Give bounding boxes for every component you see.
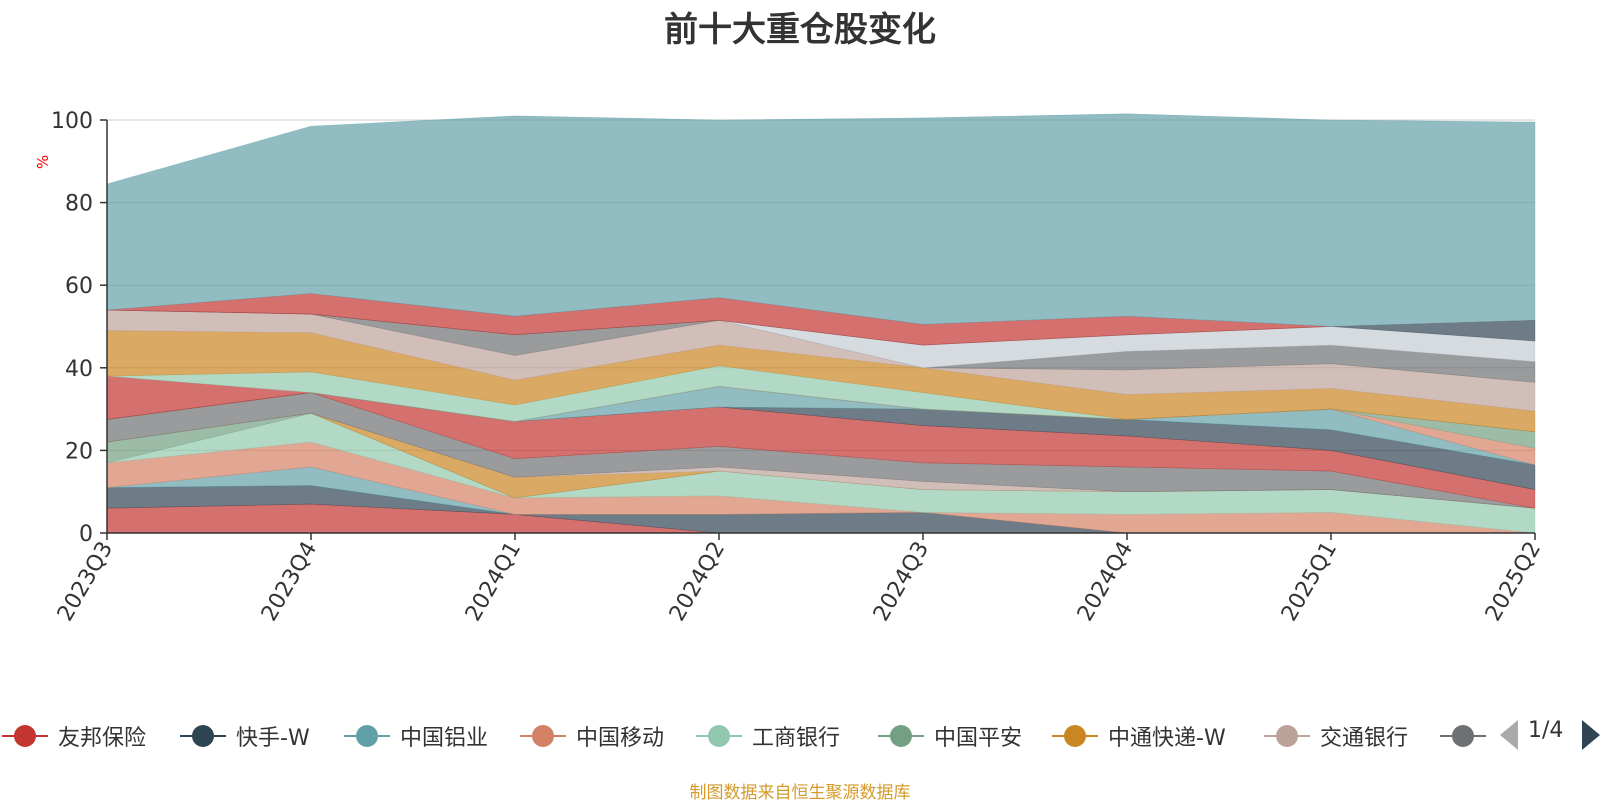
legend-marker-icon xyxy=(694,721,744,751)
legend: 友邦保险 快手-W 中国铝业 中国移动 工商银行 中国平安 中通快递-W 交通银行 xyxy=(0,718,1600,754)
legend-label: 中国移动 xyxy=(576,726,665,751)
legend-marker-icon xyxy=(178,721,228,751)
legend-next-page-button[interactable] xyxy=(1582,720,1600,750)
x-tick-label: 2023Q4 xyxy=(257,538,322,626)
chart-title: 前十大重仓股变化 xyxy=(664,10,936,50)
area-series-22[interactable] xyxy=(106,113,1536,327)
legend-label: 友邦保险 xyxy=(58,726,147,751)
legend-item[interactable] xyxy=(1438,718,1488,754)
x-tick-label: 2024Q2 xyxy=(665,538,730,626)
y-tick-label: 40 xyxy=(65,357,93,382)
area-series-group xyxy=(106,113,1536,534)
legend-prev-page-button[interactable] xyxy=(1500,720,1518,750)
source-note: 制图数据来自恒生聚源数据库 xyxy=(689,783,911,803)
legend-marker-icon xyxy=(876,721,926,751)
legend-label: 中通快递-W xyxy=(1108,726,1226,751)
legend-item[interactable]: 中国铝业 xyxy=(342,718,488,754)
legend-marker-icon xyxy=(518,721,568,751)
legend-marker-icon xyxy=(342,721,392,751)
legend-label: 中国铝业 xyxy=(400,726,489,751)
legend-marker-icon xyxy=(1438,721,1488,751)
legend-item[interactable]: 中通快递-W xyxy=(1050,718,1226,754)
y-tick-label: 80 xyxy=(65,192,93,217)
legend-marker-icon xyxy=(0,721,50,751)
x-tick-label: 2024Q3 xyxy=(869,538,934,626)
legend-label: 交通银行 xyxy=(1320,726,1409,751)
legend-item[interactable]: 工商银行 xyxy=(694,718,840,754)
x-tick-label: 2024Q4 xyxy=(1073,538,1138,626)
legend-marker-icon xyxy=(1050,721,1100,751)
y-axis-unit-label: % xyxy=(34,155,52,169)
x-tick-label: 2024Q1 xyxy=(461,538,526,626)
legend-marker-icon xyxy=(1262,721,1312,751)
x-tick-label: 2025Q2 xyxy=(1481,538,1546,626)
legend-item[interactable]: 快手-W xyxy=(178,718,310,754)
y-tick-label: 60 xyxy=(65,274,93,299)
legend-page-indicator: 1/4 xyxy=(1528,718,1564,743)
y-tick-label: 20 xyxy=(65,439,93,464)
legend-label: 工商银行 xyxy=(752,726,841,751)
legend-item[interactable]: 中国平安 xyxy=(876,718,1022,754)
x-tick-label: 2023Q3 xyxy=(53,538,118,626)
x-tick-label: 2025Q1 xyxy=(1277,538,1342,626)
legend-label: 中国平安 xyxy=(934,726,1023,751)
y-tick-label: 100 xyxy=(51,109,93,134)
legend-item[interactable]: 中国移动 xyxy=(518,718,664,754)
y-tick-label: 0 xyxy=(79,522,93,547)
legend-label: 快手-W xyxy=(236,726,310,751)
legend-item[interactable]: 友邦保险 xyxy=(0,718,146,754)
legend-item[interactable]: 交通银行 xyxy=(1262,718,1408,754)
